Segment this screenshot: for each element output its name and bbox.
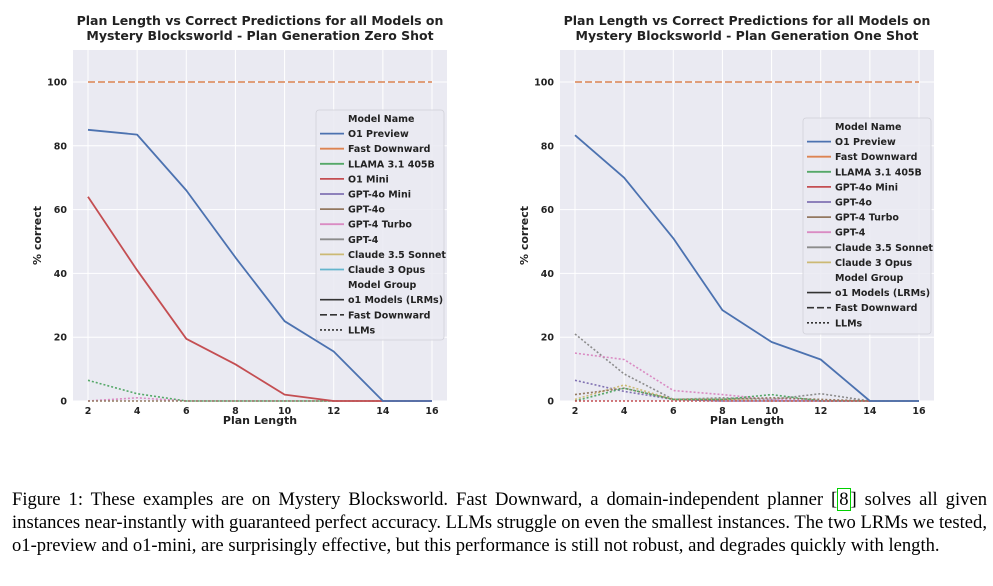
legend-entry: LLMs [835, 318, 863, 329]
x-axis-label: Plan Length [223, 414, 297, 427]
x-tick-label: 16 [912, 406, 926, 417]
series-line [87, 128, 432, 402]
y-axis-label: % correct [31, 206, 44, 265]
caption-text-continued: ] solves all given instances near-instan… [12, 489, 987, 556]
y-tick-label: 60 [541, 205, 555, 216]
y-tick-label: 80 [541, 141, 555, 152]
x-tick-label: 14 [863, 406, 877, 417]
legend-entry: Fast Downward [348, 310, 430, 321]
legend-box [315, 109, 445, 341]
series-line [87, 196, 432, 402]
chart-one-shot: Plan Length vs Correct Predictions for a… [518, 13, 934, 427]
legend-entry: Claude 3.5 Sonnet [348, 250, 446, 261]
legend-entry: Claude 3.5 Sonnet [835, 243, 933, 254]
y-tick-label: 80 [54, 141, 68, 152]
chart-title-line: Mystery Blocksworld - Plan Generation Ze… [86, 28, 433, 43]
x-tick-label: 2 [85, 406, 92, 417]
legend-entry: O1 Preview [348, 129, 409, 140]
series-line [574, 134, 919, 402]
y-tick-label: 100 [47, 77, 67, 88]
x-tick-label: 6 [670, 406, 677, 417]
legend-header: Model Name [348, 114, 415, 125]
legend-header: Model Group [835, 273, 904, 284]
legend-entry: GPT-4o [348, 205, 385, 216]
legend-header: Model Group [348, 280, 417, 291]
legend-entry: Claude 3 Opus [348, 265, 426, 276]
x-tick-label: 14 [376, 406, 390, 417]
y-tick-label: 0 [60, 397, 67, 408]
chart-title-line: Plan Length vs Correct Predictions for a… [564, 13, 931, 28]
legend-entry: GPT-4 Turbo [348, 220, 412, 231]
legend-entry: o1 Models (LRMs) [835, 288, 930, 299]
y-tick-label: 20 [54, 333, 68, 344]
series-line [574, 387, 919, 402]
y-tick-label: 0 [547, 397, 554, 408]
x-tick-label: 6 [183, 406, 190, 417]
x-tick-label: 8 [719, 406, 726, 417]
legend-entry: Fast Downward [835, 152, 917, 163]
legend-entry: Fast Downward [835, 303, 917, 314]
chart-zero-shot: Plan Length vs Correct Predictions for a… [31, 13, 447, 427]
legend-entry: O1 Mini [348, 174, 389, 185]
x-tick-label: 10 [278, 406, 292, 417]
y-axis-label: % correct [518, 206, 531, 265]
chart-title-line: Mystery Blocksworld - Plan Generation On… [576, 28, 919, 43]
legend-entry: Claude 3 Opus [835, 258, 913, 269]
y-tick-label: 40 [54, 269, 68, 280]
legend-entry: Fast Downward [348, 144, 430, 155]
x-tick-label: 8 [232, 406, 239, 417]
legend-entry: GPT-4o Mini [348, 190, 411, 201]
x-tick-label: 2 [572, 406, 579, 417]
legend-entry: GPT-4o Mini [835, 182, 898, 193]
x-tick-label: 12 [814, 406, 827, 417]
y-tick-label: 20 [541, 333, 555, 344]
x-tick-label: 16 [425, 406, 439, 417]
y-tick-label: 100 [534, 77, 554, 88]
x-axis-label: Plan Length [710, 414, 784, 427]
x-tick-label: 4 [134, 406, 141, 417]
legend-entry: GPT-4 Turbo [835, 213, 899, 224]
legend-entry: GPT-4 [835, 228, 866, 239]
legend-entry: LLAMA 3.1 405B [348, 159, 435, 170]
x-tick-label: 12 [327, 406, 340, 417]
figure-caption: Figure 1: These examples are on Mystery … [12, 488, 987, 557]
legend-entry: o1 Models (LRMs) [348, 295, 443, 306]
legend-entry: O1 Preview [835, 137, 896, 148]
x-tick-label: 4 [621, 406, 628, 417]
legend-box [802, 117, 932, 335]
x-tick-label: 10 [765, 406, 779, 417]
legend-entry: LLAMA 3.1 405B [835, 167, 922, 178]
citation-link[interactable]: 8 [837, 488, 851, 511]
y-tick-label: 60 [54, 205, 68, 216]
caption-text: Figure 1: These examples are on Mystery … [12, 489, 838, 510]
legend-entry: GPT-4o [835, 198, 872, 209]
legend-header: Model Name [835, 122, 902, 133]
legend-entry: GPT-4 [348, 235, 379, 246]
y-tick-label: 40 [541, 269, 555, 280]
chart-title-line: Plan Length vs Correct Predictions for a… [77, 13, 444, 28]
legend-entry: LLMs [348, 325, 376, 336]
